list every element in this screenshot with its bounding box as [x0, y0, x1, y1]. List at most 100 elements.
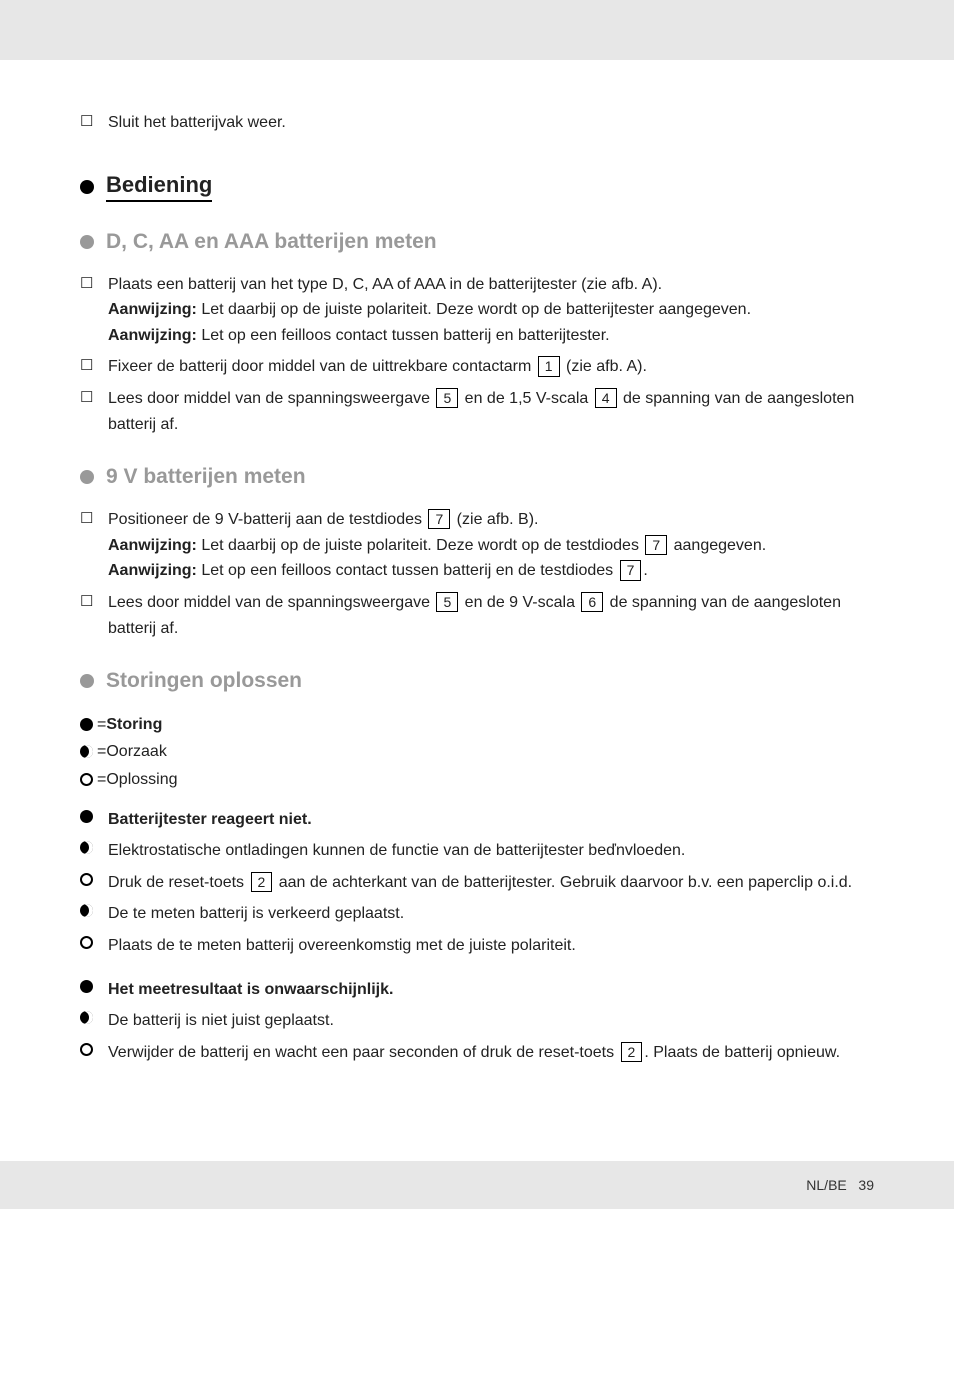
list-item: ☐ Positioneer de 9 V-batterij aan de tes… — [80, 507, 874, 584]
ref-box: 6 — [581, 592, 603, 612]
square-bullet: ☐ — [80, 590, 108, 614]
heading-1: Bediening — [106, 172, 212, 202]
bullet-dot-icon — [80, 235, 94, 249]
ref-box: 7 — [428, 509, 450, 529]
square-bullet: ☐ — [80, 272, 108, 296]
fault-title: Batterijtester reageert niet. — [80, 807, 874, 833]
half-circle-icon — [80, 745, 93, 758]
legend-row: = Storing — [80, 711, 874, 738]
hint-label: Aanwijzing: — [108, 301, 197, 318]
text: Plaats een batterij van het type D, C, A… — [108, 276, 662, 293]
text: Lees door middel van de spanningsweergav… — [108, 594, 434, 611]
legend-label: Oorzaak — [106, 738, 166, 765]
body-text: De te meten batterij is verkeerd geplaat… — [108, 901, 874, 927]
hint-label: Aanwijzing: — [108, 327, 197, 344]
text: Lees door middel van de spanningsweergav… — [108, 390, 434, 407]
body-text: Plaats een batterij van het type D, C, A… — [108, 272, 874, 349]
body-text: Lees door middel van de spanningsweergav… — [108, 386, 874, 437]
legend: = Storing = Oorzaak = Oplossing — [80, 711, 874, 793]
half-circle-icon — [80, 1008, 108, 1032]
heading-2: D, C, AA en AAA batterijen meten — [106, 230, 437, 254]
solution-item: Verwijder de batterij en wacht een paar … — [80, 1040, 874, 1066]
square-bullet: ☐ — [80, 507, 108, 531]
ref-box: 1 — [538, 356, 560, 376]
header-bar — [0, 0, 954, 60]
text: (zie afb. B). — [452, 511, 538, 528]
ref-box: 5 — [436, 388, 458, 408]
half-circle-icon — [80, 901, 108, 925]
text: aan de achterkant van de batterijtester.… — [274, 874, 852, 891]
body-text: Elektrostatische ontladingen kunnen de f… — [108, 838, 874, 864]
bullet-dot-icon — [80, 180, 94, 194]
legend-label: Storing — [106, 711, 162, 738]
ref-box: 7 — [645, 535, 667, 555]
ref-box: 2 — [621, 1042, 643, 1062]
body-text: Verwijder de batterij en wacht een paar … — [108, 1040, 874, 1066]
body-text: Sluit het batterijvak weer. — [108, 110, 874, 136]
body-text: Positioneer de 9 V-batterij aan de testd… — [108, 507, 874, 584]
text: aangegeven. — [669, 537, 766, 554]
open-circle-icon — [80, 1040, 108, 1064]
page-number: 39 — [858, 1177, 874, 1193]
fault-title: Het meetresultaat is onwaarschijnlijk. — [80, 977, 874, 1003]
body-text: Plaats de te meten batterij overeenkomst… — [108, 933, 874, 959]
text: Let op een feilloos contact tussen batte… — [197, 327, 610, 344]
ref-box: 5 — [436, 592, 458, 612]
body-text: Batterijtester reageert niet. — [108, 807, 874, 833]
legend-row: = Oplossing — [80, 766, 874, 793]
text: (zie afb. A). — [562, 358, 647, 375]
subheading-row: Storingen oplossen — [80, 669, 874, 693]
bullet-dot-icon — [80, 470, 94, 484]
body-text: De batterij is niet juist geplaatst. — [108, 1008, 874, 1034]
bullet-dot-icon — [80, 674, 94, 688]
square-bullet: ☐ — [80, 386, 108, 410]
ref-box: 7 — [620, 560, 642, 580]
open-circle-icon — [80, 773, 93, 786]
body-text: Fixeer de batterij door middel van de ui… — [108, 354, 874, 380]
text: en de 1,5 V-scala — [460, 390, 593, 407]
text: Let daarbij op de juiste polariteit. Dez… — [197, 537, 644, 554]
heading-2: 9 V batterijen meten — [106, 465, 306, 489]
cause-item: Elektrostatische ontladingen kunnen de f… — [80, 838, 874, 864]
ref-box: 4 — [595, 388, 617, 408]
solution-item: Druk de reset-toets 2 aan de achterkant … — [80, 870, 874, 896]
filled-circle-icon — [80, 807, 108, 831]
text: Fixeer de batterij door middel van de ui… — [108, 358, 536, 375]
list-item: ☐ Plaats een batterij van het type D, C,… — [80, 272, 874, 349]
text: Druk de reset-toets — [108, 874, 249, 891]
hint-label: Aanwijzing: — [108, 537, 197, 554]
filled-circle-icon — [80, 977, 108, 1001]
text: en de 9 V-scala — [460, 594, 579, 611]
list-item: ☐ Fixeer de batterij door middel van de … — [80, 354, 874, 380]
list-item: ☐ Lees door middel van de spanningsweerg… — [80, 386, 874, 437]
square-bullet: ☐ — [80, 354, 108, 378]
open-circle-icon — [80, 870, 108, 894]
filled-circle-icon — [80, 718, 93, 731]
text: Let daarbij op de juiste polariteit. Dez… — [197, 301, 751, 318]
text: Verwijder de batterij en wacht een paar … — [108, 1044, 619, 1061]
legend-row: = Oorzaak — [80, 738, 874, 765]
text: . — [643, 562, 647, 579]
subheading-row: D, C, AA en AAA batterijen meten — [80, 230, 874, 254]
hint-label: Aanwijzing: — [108, 562, 197, 579]
text: . Plaats de batterij opnieuw. — [644, 1044, 840, 1061]
page-content: ☐ Sluit het batterijvak weer. Bediening … — [0, 60, 954, 1101]
footer: NL/BE 39 — [0, 1161, 954, 1209]
body-text: Lees door middel van de spanningsweergav… — [108, 590, 874, 641]
heading-row: Bediening — [80, 172, 874, 202]
half-circle-icon — [80, 838, 108, 862]
text: Positioneer de 9 V-batterij aan de testd… — [108, 511, 426, 528]
subheading-row: 9 V batterijen meten — [80, 465, 874, 489]
open-circle-icon — [80, 933, 108, 957]
solution-item: Plaats de te meten batterij overeenkomst… — [80, 933, 874, 959]
text: Let op een feilloos contact tussen batte… — [197, 562, 618, 579]
legend-label: Oplossing — [106, 766, 177, 793]
square-bullet: ☐ — [80, 110, 108, 134]
body-text: Druk de reset-toets 2 aan de achterkant … — [108, 870, 874, 896]
heading-2: Storingen oplossen — [106, 669, 302, 693]
cause-item: De te meten batterij is verkeerd geplaat… — [80, 901, 874, 927]
footer-lang: NL/BE — [806, 1177, 846, 1193]
list-item: ☐ Sluit het batterijvak weer. — [80, 110, 874, 136]
text: Batterijtester reageert niet. — [108, 811, 312, 828]
body-text: Het meetresultaat is onwaarschijnlijk. — [108, 977, 874, 1003]
